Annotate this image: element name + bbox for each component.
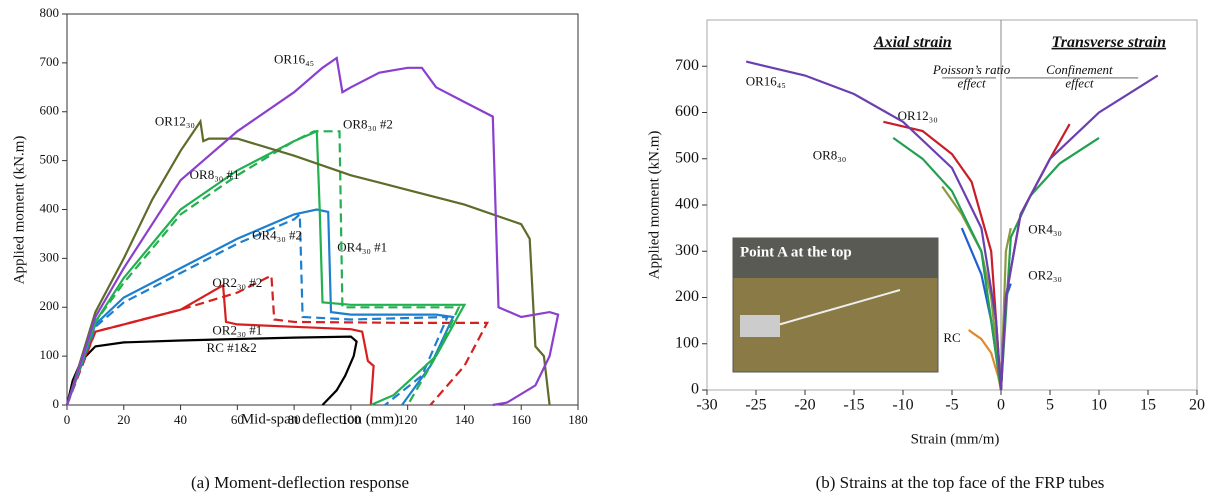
x-tick-label: 5 xyxy=(1046,397,1054,414)
caption: (b) Strains at the top face of the FRP t… xyxy=(816,473,1105,492)
y-tick-label: 500 xyxy=(40,152,60,167)
series-label: OR4₃₀ xyxy=(1028,221,1062,236)
series-label: OR8₃₀ #1 xyxy=(190,167,240,182)
y-tick-label: 100 xyxy=(675,334,699,351)
series-line xyxy=(65,130,461,406)
y-tick-label: 300 xyxy=(675,242,699,259)
series-label: OR12₃₀ xyxy=(898,108,938,123)
x-tick-label: 140 xyxy=(455,412,475,427)
y-axis-label: Applied moment (kN.m) xyxy=(646,131,662,280)
x-tick-label: 0 xyxy=(64,412,71,427)
plot-frame xyxy=(66,13,579,406)
x-tick-label: 80 xyxy=(288,412,301,427)
x-tick-label: 15 xyxy=(1140,397,1156,414)
annotation: Poisson’s ratio xyxy=(932,62,1011,77)
y-tick-label: 0 xyxy=(691,381,699,398)
series-line xyxy=(65,212,450,406)
y-tick-label: 700 xyxy=(675,57,699,74)
y-tick-label: 200 xyxy=(40,298,60,313)
series-label: OR16₄₅ xyxy=(274,51,314,66)
y-tick-label: 100 xyxy=(40,347,60,362)
series-label: OR16₄₅ xyxy=(746,73,786,88)
series-label: RC xyxy=(943,330,960,345)
x-axis-label: Strain (mm/m) xyxy=(911,431,1000,447)
y-tick-label: 0 xyxy=(53,396,60,411)
x-tick-label: -20 xyxy=(794,397,815,414)
series-line xyxy=(65,283,375,406)
x-tick-label: 10 xyxy=(1091,397,1107,414)
y-tick-label: 400 xyxy=(675,196,699,213)
series-line xyxy=(65,273,490,406)
x-tick-label: 100 xyxy=(341,412,361,427)
x-tick-label: 160 xyxy=(511,412,531,427)
y-tick-label: 600 xyxy=(675,103,699,120)
x-tick-label: 60 xyxy=(231,412,244,427)
annotation: Transverse strain xyxy=(1052,34,1167,51)
x-tick-label: 120 xyxy=(398,412,418,427)
annotation: Confinement xyxy=(1046,62,1113,77)
series-line xyxy=(65,118,551,406)
series-line xyxy=(745,60,1159,391)
inset-wire xyxy=(759,289,901,331)
inset-photo-shade xyxy=(733,238,938,278)
series-label: OR2₃₀ xyxy=(1028,268,1062,283)
series-line xyxy=(65,208,455,406)
x-tick-label: -25 xyxy=(745,397,766,414)
series-label: RC #1&2 xyxy=(207,340,257,355)
x-tick-label: -5 xyxy=(945,397,958,414)
x-tick-label: -15 xyxy=(843,397,864,414)
x-tick-label: 20 xyxy=(1189,397,1205,414)
inset-label: Point A at the top xyxy=(740,244,852,260)
series-line xyxy=(941,185,1012,391)
annotation: Axial strain xyxy=(873,34,952,51)
y-tick-label: 800 xyxy=(40,5,60,20)
series-line xyxy=(65,56,560,407)
inset-device xyxy=(740,315,780,337)
y-tick-label: 300 xyxy=(40,249,60,264)
caption: (a) Moment-deflection response xyxy=(191,473,409,492)
y-tick-label: 500 xyxy=(675,149,699,166)
x-tick-label: -30 xyxy=(696,397,717,414)
y-tick-label: 700 xyxy=(40,54,60,69)
y-tick-label: 400 xyxy=(40,200,60,215)
series-label: OR2₃₀ #2 xyxy=(212,275,262,290)
y-tick-label: 600 xyxy=(40,103,60,118)
series-label: OR8₃₀ #2 xyxy=(343,116,393,131)
x-axis-label: Mid-span deflection (mm) xyxy=(241,411,399,427)
y-tick-label: 200 xyxy=(675,288,699,305)
x-tick-label: 0 xyxy=(997,397,1005,414)
y-axis-label: Applied moment (kN.m) xyxy=(11,136,27,285)
series-line xyxy=(65,129,467,407)
annotation: effect xyxy=(958,76,987,91)
series-label: OR2₃₀ #1 xyxy=(212,323,262,338)
annotation: effect xyxy=(1065,76,1094,91)
series-label: OR4₃₀ #2 xyxy=(252,227,302,242)
x-tick-label: 180 xyxy=(568,412,588,427)
series-label: OR8₃₀ xyxy=(813,147,847,162)
series-label: OR12₃₀ xyxy=(155,113,195,128)
x-tick-label: 20 xyxy=(117,412,130,427)
series-label: OR4₃₀ #1 xyxy=(337,240,387,255)
x-tick-label: -10 xyxy=(892,397,913,414)
x-tick-label: 40 xyxy=(174,412,187,427)
